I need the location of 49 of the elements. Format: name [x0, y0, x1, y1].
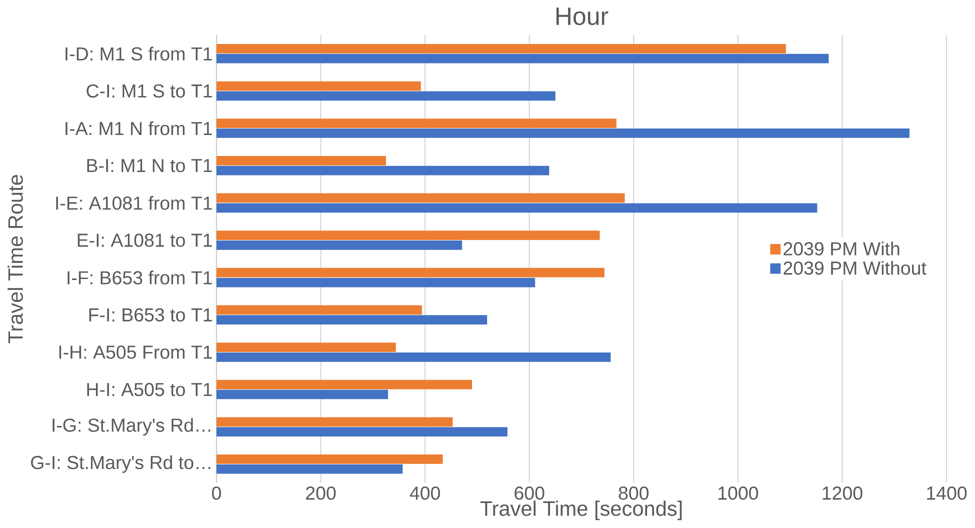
bar — [216, 156, 386, 166]
bar — [216, 390, 388, 400]
y-tick-label: I-G: St.Mary's Rd… — [52, 418, 210, 436]
bar — [216, 315, 488, 325]
x-tick-label: 800 — [618, 486, 649, 500]
bar — [216, 81, 421, 91]
y-tick-label: I-F: B653 from T1 — [68, 270, 212, 285]
bar — [216, 203, 818, 213]
bar — [216, 240, 462, 250]
bar — [216, 427, 508, 437]
x-axis-title: Travel Time [seconds] — [480, 500, 682, 520]
bar — [216, 278, 536, 288]
bar — [216, 417, 453, 427]
y-tick-label: H-I: A505 to T1 — [87, 383, 212, 396]
bar — [216, 44, 786, 54]
y-tick-label: G-I: St.Mary's Rd to… — [31, 456, 210, 474]
bar — [216, 342, 396, 352]
y-tick-label: I-E: A1081 from T1 — [56, 196, 212, 210]
x-tick-label: 1200 — [822, 486, 862, 500]
legend-label: 2039 PM With — [784, 242, 900, 256]
y-tick-label: I-H: A505 From T1 — [59, 346, 212, 359]
bar — [216, 128, 910, 138]
y-tick-label: I-A: M1 N from T1 — [66, 122, 212, 136]
bar — [216, 268, 604, 278]
bar — [216, 54, 829, 64]
x-tick-label: 400 — [410, 486, 440, 500]
bar — [216, 230, 600, 240]
y-tick-label: I-D: M1 S from T1 — [66, 46, 212, 61]
bar — [216, 166, 550, 176]
x-tick-label: 0 — [212, 486, 221, 500]
bar — [216, 380, 472, 390]
y-tick-label: B-I: M1 N to T1 — [87, 159, 212, 172]
bar — [216, 352, 611, 362]
bar — [216, 305, 422, 315]
legend-label: 2039 PM Without — [784, 261, 926, 275]
bar — [216, 193, 625, 203]
y-tick-label: F-I: B653 to T1 — [89, 308, 212, 322]
bar — [216, 464, 403, 474]
y-tick-label: C-I: M1 S to T1 — [86, 84, 212, 98]
chart-title: Hour — [556, 8, 608, 26]
x-tick-label: 1000 — [718, 486, 758, 500]
bar — [216, 91, 556, 101]
y-axis-title: Travel Time Route — [8, 175, 23, 344]
x-tick-label: 200 — [306, 486, 336, 500]
x-tick-label: 1400 — [927, 486, 967, 500]
bar — [216, 118, 616, 128]
y-tick-label: E-I: A1081 to T1 — [78, 234, 212, 248]
bar — [216, 454, 443, 464]
x-tick-label: 600 — [514, 486, 544, 500]
